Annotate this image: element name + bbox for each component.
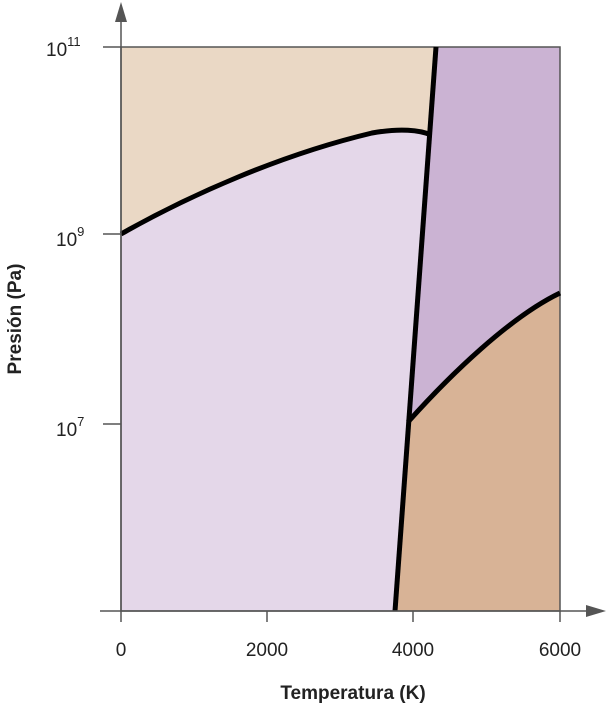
y-axis-title: Presión (Pa) [5, 264, 26, 375]
x-tick-marks [120, 611, 561, 622]
x-tick-label-4000: 4000 [392, 640, 434, 661]
x-axis-title: Temperatura (K) [280, 683, 425, 704]
axes [100, 20, 590, 612]
x-axis-arrow [586, 605, 606, 617]
y-tick-label-1e9: 109 [56, 224, 84, 251]
y-tick-label-1e11: 1011 [46, 34, 81, 61]
x-tick-label-6000: 6000 [539, 640, 581, 661]
region-lower-left [121, 130, 431, 611]
phase-regions [121, 47, 560, 611]
region-bottom-right [395, 293, 560, 611]
y-tick-marks [103, 46, 121, 425]
y-axis-arrow [115, 2, 127, 22]
boundary-upper-curve [119, 127, 433, 237]
boundary-steep-line [392, 46, 439, 612]
phase-boundaries [119, 46, 562, 612]
y-tick-label-1e7: 107 [56, 414, 84, 441]
boundary-lower-right-curve [406, 290, 562, 424]
x-tick-label-0: 0 [116, 640, 127, 661]
x-tick-label-2000: 2000 [246, 640, 288, 661]
